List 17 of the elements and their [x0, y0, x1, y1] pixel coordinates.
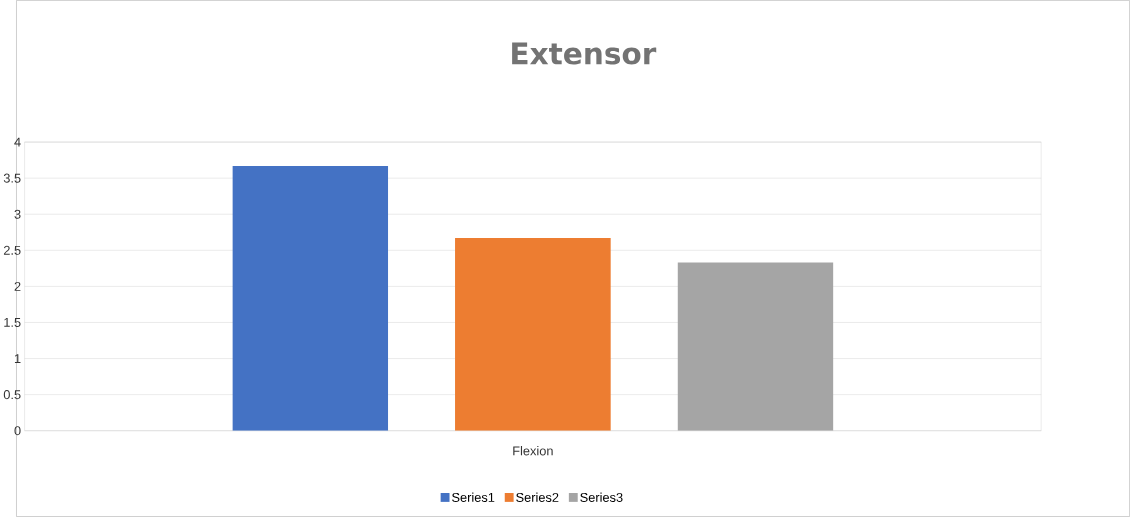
- bar: [455, 238, 611, 431]
- y-tick-label: 3.5: [3, 173, 21, 183]
- legend-label: Series2: [516, 492, 559, 502]
- chart-title: Extensor: [512, 42, 657, 65]
- y-tick-label: 0.5: [3, 390, 21, 400]
- y-tick-label: 1: [14, 354, 21, 363]
- legend-label: Series3: [580, 492, 623, 502]
- bar: [232, 165, 389, 431]
- y-tick-label: 2.5: [3, 245, 21, 255]
- y-tick-label: 1.5: [4, 318, 21, 327]
- x-tick-label: Flexion: [513, 446, 553, 456]
- y-tick-label: 0: [14, 426, 21, 436]
- bar: [677, 262, 834, 431]
- y-tick-label: 4: [14, 137, 21, 147]
- legend-label: Series1: [452, 492, 495, 502]
- y-tick-label: 2: [14, 281, 21, 291]
- y-tick-label: 3: [14, 209, 21, 219]
